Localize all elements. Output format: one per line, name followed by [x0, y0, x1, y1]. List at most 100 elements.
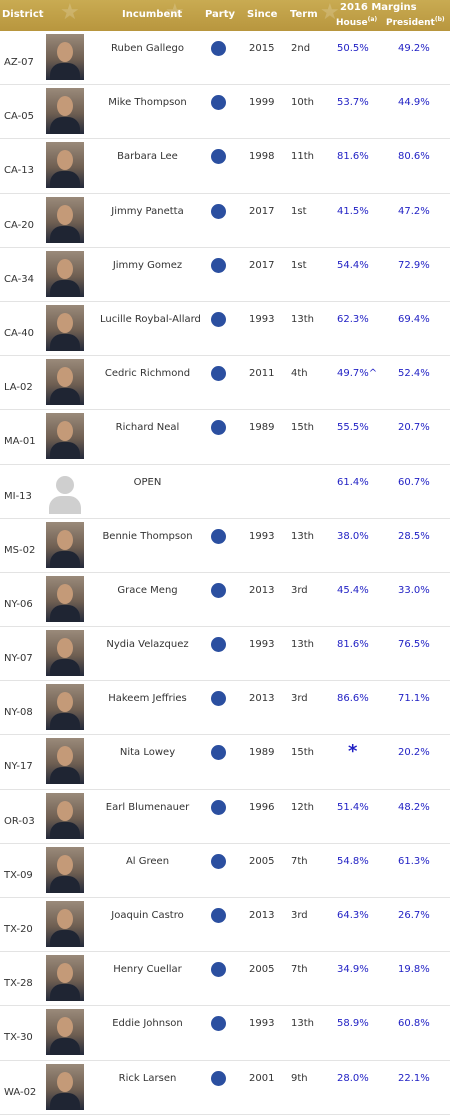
district-cell: NY-06: [4, 598, 33, 610]
incumbent-photo: [46, 901, 84, 947]
president-margin-cell: 48.2%: [398, 801, 430, 813]
term-cell: 10th: [291, 97, 314, 109]
district-cell: TX-09: [4, 869, 33, 881]
column-header-president: President(b): [386, 16, 445, 28]
president-margin-cell: 69.4%: [398, 313, 430, 325]
incumbent-photo: [46, 846, 84, 893]
incumbent-name: Jimmy Gomez: [112, 259, 183, 271]
star-decoration-icon: ★: [320, 0, 340, 25]
district-cell: CA-34: [4, 273, 34, 285]
house-margin-cell: 62.3%: [337, 313, 369, 325]
district-cell: MS-02: [4, 544, 36, 556]
incumbent-table-body: AZ-07 Ruben Gallego 2015 2nd 50.5% 49.2% CA-05…: [0, 31, 450, 1115]
since-cell: 1993: [249, 313, 275, 325]
since-cell: 1993: [249, 1018, 275, 1030]
party-dot-icon: [211, 637, 226, 653]
incumbent-photo: [46, 413, 84, 460]
incumbent-photo: [46, 521, 84, 568]
since-cell: 1989: [249, 422, 275, 434]
party-dot-icon: [211, 962, 226, 978]
term-cell: 15th: [291, 747, 314, 759]
incumbent-photo: [46, 88, 84, 135]
column-header-house: House(a): [336, 16, 378, 28]
table-row: NY-07 Nydia Velazquez 1993 13th 81.6% 76.5%: [0, 627, 450, 682]
incumbent-photo: [46, 250, 84, 297]
column-header-party: Party: [205, 9, 236, 20]
house-margin-cell: 45.4%: [337, 584, 369, 596]
since-cell: 2013: [249, 910, 275, 921]
table-row: NY-08 Hakeem Jeffries 2013 3rd 86.6% 71.1%: [0, 681, 450, 736]
president-margin-cell: 28.5%: [398, 530, 430, 542]
house-margin-cell: 50.5%: [337, 43, 369, 54]
president-margin-cell: 71.1%: [398, 693, 430, 705]
since-cell: 2017: [249, 259, 275, 271]
term-cell: 9th: [291, 1072, 308, 1084]
district-cell: LA-02: [4, 382, 33, 394]
since-cell: 1999: [249, 97, 275, 109]
incumbent-photo: [46, 359, 84, 406]
table-header: ★ ★ ★ District Incumbent Party Since Ter…: [0, 0, 450, 31]
president-margin-cell: 20.2%: [398, 747, 430, 759]
term-cell: 7th: [291, 855, 308, 867]
table-row: TX-20 Joaquin Castro 2013 3rd 64.3% 26.7%: [0, 898, 450, 953]
since-cell: 1993: [249, 530, 275, 542]
term-cell: 1st: [291, 205, 307, 217]
since-cell: 1989: [249, 747, 275, 759]
party-dot-icon: [211, 366, 226, 382]
party-dot-icon: [211, 582, 226, 598]
incumbent-name: Joaquin Castro: [111, 910, 184, 921]
house-margin-cell: 54.8%: [337, 855, 369, 867]
table-row: MA-01 Richard Neal 1989 15th 55.5% 20.7%: [0, 410, 450, 465]
since-cell: 2011: [249, 368, 275, 380]
house-margin-cell: 38.0%: [337, 530, 369, 542]
district-cell: AZ-07: [4, 57, 34, 68]
term-cell: 1st: [291, 259, 307, 271]
incumbent-photo: [46, 304, 84, 351]
president-margin-cell: 80.6%: [398, 151, 430, 163]
since-cell: 2017: [249, 205, 275, 217]
since-cell: 2001: [249, 1072, 275, 1084]
incumbent-name: OPEN: [133, 476, 162, 488]
incumbent-photo: [46, 684, 84, 731]
party-dot-icon: [211, 1016, 226, 1032]
term-cell: 12th: [291, 801, 314, 813]
party-dot-icon: [211, 691, 226, 707]
house-margin-cell: 81.6%: [337, 639, 369, 651]
president-margin-cell: 60.7%: [398, 476, 430, 488]
district-cell: MI-13: [4, 490, 32, 502]
district-cell: NY-08: [4, 707, 33, 719]
president-margin-cell: 61.3%: [398, 855, 430, 867]
incumbent-name: Jimmy Panetta: [111, 205, 184, 217]
since-cell: 2013: [249, 693, 275, 705]
column-header-margins: 2016 Margins: [340, 2, 417, 13]
table-row: CA-40 Lucille Roybal-Allard 1993 13th 62.3% 6…: [0, 302, 450, 357]
term-cell: 7th: [291, 964, 308, 976]
incumbent-photo: [46, 630, 84, 677]
incumbent-name: Nydia Velazquez: [106, 639, 189, 651]
incumbent-name: Mike Thompson: [108, 97, 187, 109]
president-margin-cell: 19.8%: [398, 964, 430, 976]
table-row: WA-02 Rick Larsen 2001 9th 28.0% 22.1%: [0, 1061, 450, 1115]
since-cell: 2015: [249, 43, 275, 54]
party-dot-icon: [211, 311, 226, 327]
column-header-term: Term: [290, 9, 318, 20]
incumbent-name: Rick Larsen: [118, 1072, 177, 1084]
house-margin-cell: 34.9%: [337, 964, 369, 976]
house-margin-cell: 41.5%: [337, 205, 369, 217]
president-margin-cell: 47.2%: [398, 205, 430, 217]
term-cell: 13th: [291, 1018, 314, 1030]
term-cell: 13th: [291, 313, 314, 325]
table-row: NY-17 Nita Lowey 1989 15th * 20.2%: [0, 735, 450, 790]
district-cell: TX-30: [4, 1032, 33, 1044]
district-cell: WA-02: [4, 1086, 37, 1098]
table-row: TX-09 Al Green 2005 7th 54.8% 61.3%: [0, 844, 450, 898]
party-dot-icon: [211, 1070, 226, 1086]
term-cell: 2nd: [291, 43, 311, 54]
party-dot-icon: [211, 420, 226, 436]
star-decoration-icon: ★: [165, 0, 185, 25]
incumbent-name: Grace Meng: [117, 584, 178, 596]
table-row: OR-03 Earl Blumenauer 1996 12th 51.4% 48.2%: [0, 790, 450, 844]
term-cell: 3rd: [291, 693, 308, 705]
term-cell: 3rd: [291, 584, 308, 596]
since-cell: 2013: [249, 584, 275, 596]
